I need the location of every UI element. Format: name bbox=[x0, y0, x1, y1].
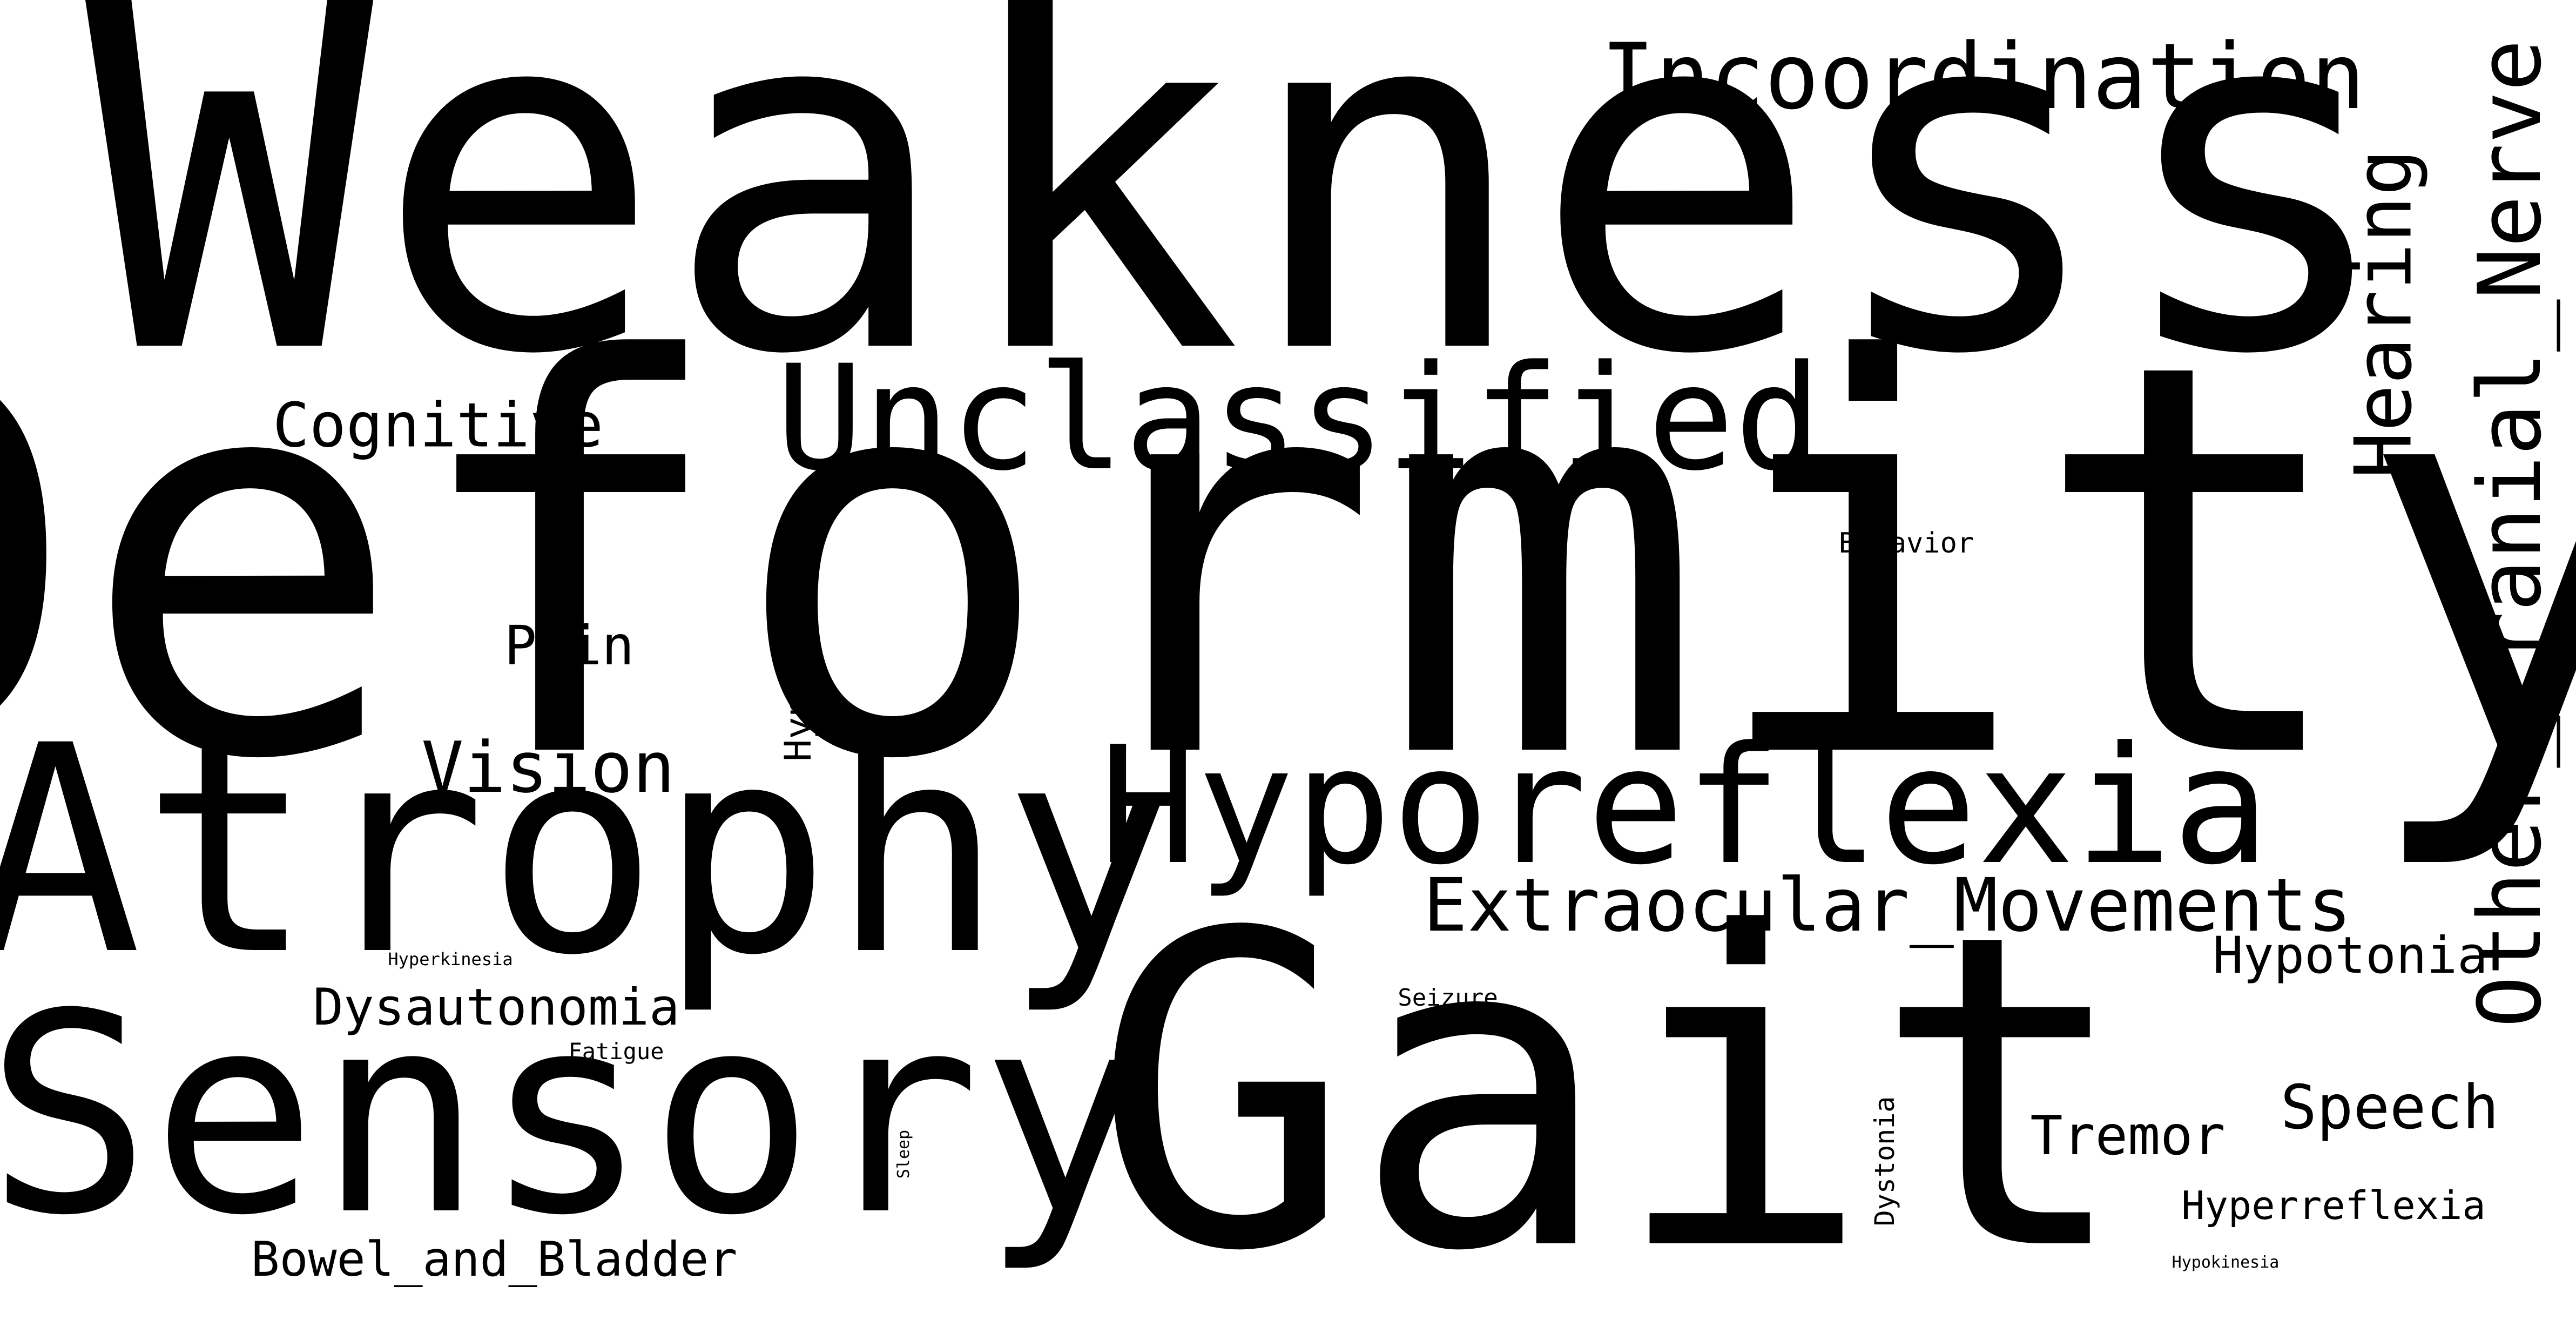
word-hearing: Hearing bbox=[2338, 149, 2430, 479]
word-hyperkinesia: Hyperkinesia bbox=[388, 949, 513, 969]
word-incoordination: Incoordination bbox=[1600, 24, 2366, 130]
word-speech: Speech bbox=[2280, 1073, 2499, 1143]
word-hyperreflexia: Hyperreflexia bbox=[2181, 1183, 2486, 1228]
word-hypotonia: Hypotonia bbox=[2213, 926, 2488, 985]
word-other-cranial-nerve: Other_Cranial_Nerve bbox=[2459, 39, 2560, 1028]
word-fatigue: Fatigue bbox=[568, 1038, 664, 1065]
word-hypertonia: Hypertonia bbox=[777, 540, 820, 762]
word-atrophy: Atrophy bbox=[0, 684, 1176, 1018]
word-vision: Vision bbox=[421, 726, 675, 809]
word-seizure: Seizure bbox=[1398, 984, 1498, 1012]
word-extraocular-movements: Extraocular_Movements bbox=[1423, 863, 2352, 948]
word-hypokinesia: Hypokinesia bbox=[2172, 1253, 2280, 1272]
word-tremor: Tremor bbox=[2030, 1104, 2226, 1167]
word-sensory: Sensory bbox=[0, 955, 1147, 1276]
word-sleep: Sleep bbox=[894, 1129, 913, 1179]
word-hyporeflexia: Hyporeflexia bbox=[1099, 712, 2270, 900]
word-behavior: Behavior bbox=[1838, 527, 1974, 560]
word-cognitive: Cognitive bbox=[272, 389, 604, 461]
word-bowel-and-bladder: Bowel_and_Bladder bbox=[251, 1231, 738, 1287]
word-dystonia: Dystonia bbox=[1869, 1096, 1900, 1227]
word-deformity: Deformity bbox=[0, 248, 2576, 877]
word-pain: Pain bbox=[504, 614, 635, 677]
word-dysautonomia: Dysautonomia bbox=[313, 978, 680, 1037]
word-weakness: Weakness bbox=[84, 0, 2400, 459]
word-unclassified: Unclassified bbox=[776, 334, 1822, 503]
word-gait: Gait bbox=[1091, 842, 2133, 1320]
